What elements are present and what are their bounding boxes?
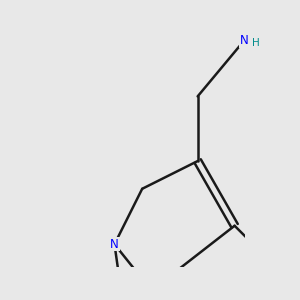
- Text: N: N: [239, 34, 248, 47]
- Text: H: H: [251, 38, 259, 48]
- Text: N: N: [110, 238, 119, 251]
